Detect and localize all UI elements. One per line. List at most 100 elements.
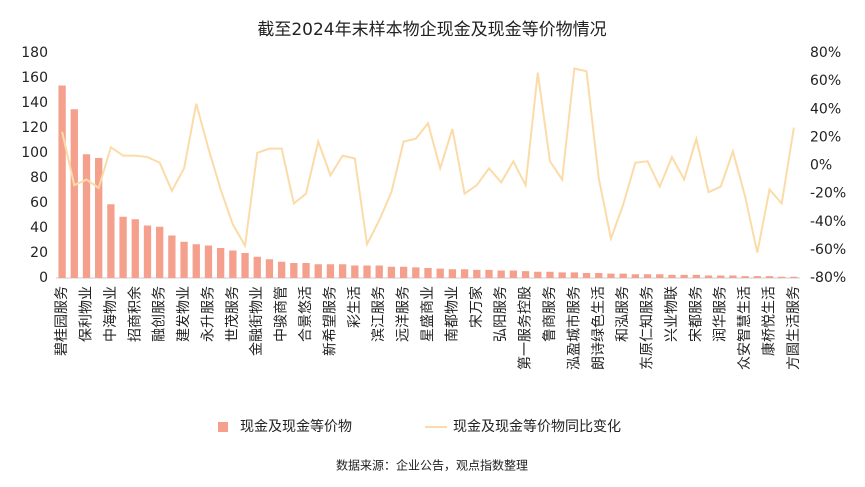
bar bbox=[436, 268, 444, 278]
bar bbox=[58, 85, 66, 278]
x-tick-label: 融创服务 bbox=[152, 286, 168, 342]
bar bbox=[131, 219, 139, 278]
x-tick-label: 远洋服务 bbox=[396, 286, 412, 342]
legend-swatch bbox=[218, 422, 228, 432]
bar bbox=[497, 270, 505, 278]
bar bbox=[70, 109, 78, 278]
bar bbox=[448, 269, 457, 278]
x-tick-label: 弘阳服务 bbox=[493, 286, 509, 342]
x-tick-label: 南都物业 bbox=[444, 286, 460, 342]
y-tick-label: 180 bbox=[21, 45, 48, 61]
bar bbox=[704, 275, 713, 278]
x-tick-label: 碧桂园服务 bbox=[54, 286, 70, 356]
bar bbox=[192, 244, 200, 278]
bar bbox=[668, 274, 676, 278]
bar bbox=[277, 261, 286, 278]
bar bbox=[741, 276, 749, 278]
bar bbox=[680, 274, 688, 278]
x-tick-label: 康桥悦生活 bbox=[761, 286, 778, 356]
y2-tick-label: -20% bbox=[810, 186, 846, 202]
y2-tick-label: 80% bbox=[810, 45, 841, 61]
x-tick-label: 新希望服务 bbox=[322, 286, 338, 356]
bar bbox=[485, 269, 493, 278]
bar bbox=[180, 241, 188, 278]
bar bbox=[509, 270, 518, 278]
y-tick-label: 20 bbox=[30, 245, 48, 261]
bar bbox=[399, 266, 408, 278]
bar bbox=[387, 266, 396, 278]
bar bbox=[692, 274, 700, 278]
x-tick-label: 世茂服务 bbox=[224, 286, 241, 342]
y-tick-label: 40 bbox=[30, 220, 48, 236]
bar bbox=[107, 204, 115, 278]
bar bbox=[265, 259, 274, 278]
x-tick-label: 兴业物联 bbox=[664, 286, 680, 342]
bar bbox=[412, 267, 420, 278]
bar bbox=[326, 264, 335, 278]
bar bbox=[168, 235, 176, 278]
chart-title: 截至2024年末样本物企现金及现金等价物情况 bbox=[257, 20, 606, 40]
x-tick-label: 第一服务控股 bbox=[517, 286, 534, 370]
bar bbox=[582, 273, 591, 278]
bar bbox=[338, 264, 347, 278]
bar bbox=[241, 253, 249, 278]
bar bbox=[156, 226, 164, 278]
x-tick-label: 和泓服务 bbox=[615, 286, 631, 342]
bar bbox=[375, 265, 383, 278]
x-tick-label: 滨江服务 bbox=[371, 286, 387, 342]
bar bbox=[534, 271, 542, 278]
y2-tick-label: 0% bbox=[810, 158, 832, 174]
bar bbox=[143, 225, 152, 278]
x-tick-label: 众安智慧生活 bbox=[737, 286, 753, 370]
x-tick-label: 建发物业 bbox=[176, 286, 192, 342]
bar bbox=[607, 273, 615, 278]
bar bbox=[216, 248, 225, 278]
x-tick-label: 润华服务 bbox=[713, 286, 729, 342]
y-tick-label: 160 bbox=[21, 70, 48, 86]
x-tick-label: 泓盈城市服务 bbox=[565, 286, 582, 370]
bar bbox=[82, 154, 91, 278]
y2-tick-label: 40% bbox=[810, 101, 841, 117]
bar bbox=[302, 263, 310, 278]
x-tick-label: 永升服务 bbox=[200, 286, 216, 342]
line bbox=[61, 67, 795, 253]
bar bbox=[558, 272, 566, 278]
x-tick-label: 鲁商服务 bbox=[542, 286, 558, 342]
y2-tick-label: -40% bbox=[810, 214, 846, 230]
y2-tick-label: -80% bbox=[810, 270, 846, 286]
bar bbox=[460, 269, 469, 278]
y-tick-label: 140 bbox=[21, 95, 48, 111]
y-tick-label: 80 bbox=[30, 170, 48, 186]
x-tick-label: 宋万家 bbox=[468, 286, 485, 328]
bar bbox=[351, 265, 359, 278]
bar bbox=[643, 274, 652, 278]
bar bbox=[619, 273, 627, 278]
y-tick-label: 0 bbox=[39, 270, 48, 286]
x-tick-label: 金融街物业 bbox=[249, 286, 265, 356]
bar bbox=[753, 276, 761, 278]
bar bbox=[656, 274, 664, 278]
bar bbox=[765, 276, 774, 278]
bar bbox=[521, 271, 530, 278]
bar bbox=[229, 250, 237, 278]
x-tick-label: 保利物业 bbox=[78, 286, 94, 342]
bar bbox=[253, 256, 261, 278]
x-tick-label: 招商积余 bbox=[126, 286, 143, 342]
bar bbox=[729, 275, 737, 278]
bar bbox=[717, 275, 725, 278]
x-tick-label: 中海物业 bbox=[103, 286, 119, 342]
bar bbox=[570, 272, 579, 278]
bar bbox=[790, 276, 798, 278]
x-tick-label: 方圆生活服务 bbox=[786, 286, 802, 370]
bar bbox=[631, 274, 640, 278]
bar bbox=[119, 216, 127, 278]
source: 数据来源：企业公告，观点指数整理 bbox=[336, 458, 528, 473]
x-tick-label: 星盛商业 bbox=[420, 286, 436, 342]
y2-tick-label: -60% bbox=[810, 242, 846, 258]
y-tick-label: 60 bbox=[30, 195, 48, 211]
bar bbox=[778, 276, 786, 278]
bar bbox=[314, 264, 322, 278]
y2-tick-label: 20% bbox=[810, 129, 841, 145]
x-tick-label: 合景悠活 bbox=[298, 286, 314, 342]
